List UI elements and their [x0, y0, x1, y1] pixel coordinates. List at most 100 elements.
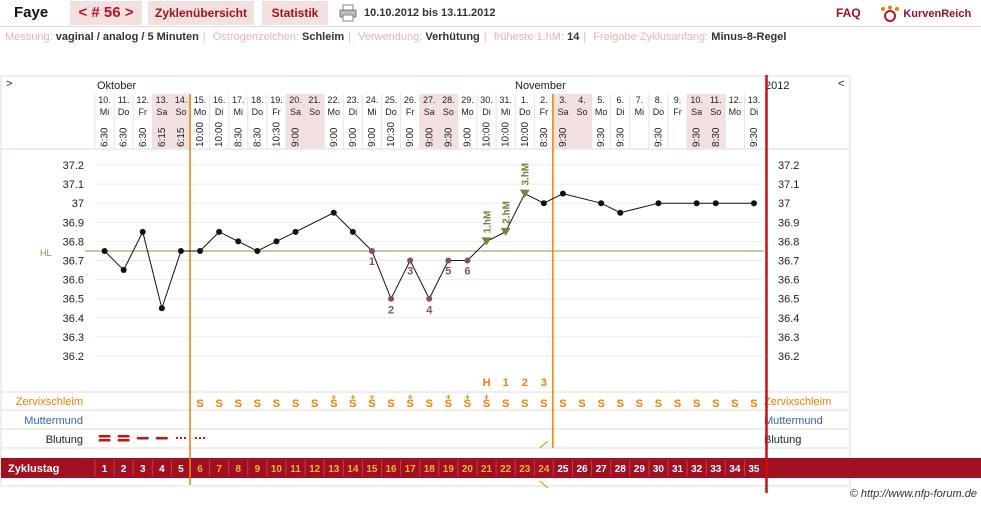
schleim-mark: S — [406, 398, 413, 410]
temp-point — [540, 200, 547, 207]
weekday: So — [577, 107, 588, 117]
schleim-plus — [484, 395, 489, 399]
temp-tick-left: 36.8 — [63, 236, 84, 248]
zyklustag-number: 19 — [443, 464, 455, 475]
cycle-navigation[interactable]: < # 56 > — [70, 1, 142, 25]
brand-name: KurvenReich — [903, 8, 972, 20]
zyklustag-bar — [1, 458, 785, 478]
temp-point — [216, 228, 223, 235]
zyklustag-number: 4 — [159, 464, 165, 475]
temp-tick-left: 36.4 — [63, 313, 84, 325]
day-number: 5. — [597, 95, 605, 105]
tab-zyklenuebersicht[interactable]: Zyklenübersicht — [148, 1, 254, 25]
day-number: 4. — [578, 95, 586, 105]
freigabe-label: Freigabe Zyklusanfang: — [593, 31, 709, 43]
zyklustag-number: 8 — [235, 464, 241, 475]
zyklustag-number: 24 — [538, 464, 550, 475]
zyklustag-number: 32 — [691, 464, 703, 475]
temp-tick-left: 36.9 — [63, 217, 84, 229]
high-temp-label: 2.hM — [502, 201, 513, 224]
row-label-zervixschleim-right: Zervixschleim — [764, 396, 831, 408]
day-number: 14. — [175, 95, 188, 105]
weekday: Fr — [540, 107, 549, 117]
schleim-mark: S — [597, 398, 604, 410]
measure-time: 9:30 — [443, 127, 454, 147]
temp-point — [598, 200, 605, 207]
measure-time: 9:30 — [653, 127, 664, 147]
temp-tick-right: 36.4 — [778, 313, 799, 325]
year-label: 2012 — [765, 80, 789, 92]
temp-tick-right: 36.9 — [778, 217, 799, 229]
temp-point — [445, 257, 452, 264]
day-number: 18. — [251, 95, 264, 105]
schleim-mark: S — [750, 398, 757, 410]
print-icon[interactable] — [339, 1, 359, 25]
weekday: Fr — [673, 107, 682, 117]
weekday: Do — [519, 107, 531, 117]
schleim-mark: S — [464, 398, 471, 410]
day-number: 6. — [616, 95, 624, 105]
scroll-right-arrow[interactable]: < — [838, 78, 844, 90]
temp-point — [426, 295, 433, 302]
weekday: So — [309, 107, 320, 117]
weekday: Di — [349, 107, 358, 117]
brand-logo[interactable]: KurvenReich — [880, 1, 980, 25]
weekday: Mo — [327, 107, 340, 117]
weekday: Do — [118, 107, 130, 117]
verwendung-label: Verwendung: — [358, 31, 423, 43]
high-temp-label: 1.hM — [483, 211, 494, 234]
weekday: Sa — [156, 107, 167, 117]
weekday: Di — [482, 107, 491, 117]
zyklustag-number: 17 — [405, 464, 417, 475]
weekday: Sa — [691, 107, 702, 117]
zyklustag-number: 27 — [596, 464, 608, 475]
scroll-left-arrow[interactable]: > — [6, 78, 12, 90]
zyklustag-number: 28 — [615, 464, 627, 475]
day-number: 19. — [270, 95, 283, 105]
temp-point — [235, 238, 242, 245]
measure-time: 10:00 — [214, 122, 225, 147]
peak-label: 3 — [541, 377, 547, 389]
schleim-mark: S — [311, 398, 318, 410]
day-number: 27. — [423, 95, 436, 105]
day-number: 21. — [308, 95, 321, 105]
date-range: 10.10.2012 bis 13.11.2012 — [364, 7, 496, 19]
temp-tick-right: 36.2 — [778, 351, 799, 363]
zyklustag-number: 33 — [710, 464, 722, 475]
tab-statistik[interactable]: Statistik — [262, 1, 328, 25]
month-oktober: Oktober — [97, 80, 136, 92]
weekend-column — [286, 94, 306, 149]
faq-link[interactable]: FAQ — [836, 6, 861, 20]
schleim-mark: S — [559, 398, 566, 410]
schleim-mark: S — [655, 398, 662, 410]
verwendung-value: Verhütung — [425, 31, 480, 43]
weekday: So — [710, 107, 721, 117]
measure-time: 8:30 — [252, 127, 263, 147]
weekend-column — [152, 94, 172, 149]
hm-value: 14 — [567, 31, 580, 43]
oestrogen-value: Schleim — [302, 31, 345, 43]
row-label-blutung-left: Blutung — [46, 434, 83, 446]
schleim-mark: S — [483, 398, 490, 410]
schleim-mark: S — [426, 398, 433, 410]
day-number: 31. — [499, 95, 512, 105]
day-number: 10. — [98, 95, 111, 105]
schleim-mark: S — [521, 398, 528, 410]
cycle-info-bar: Messung: vaginal / analog / 5 Minuten | Ö… — [5, 31, 787, 43]
schleim-plus — [408, 395, 413, 399]
day-number: 15. — [194, 95, 207, 105]
schleim-mark: S — [368, 398, 375, 410]
temp-tick-left: 37.1 — [63, 179, 84, 191]
temp-tick-left: 36.3 — [63, 332, 84, 344]
freigabe-value: Minus-8-Regel — [711, 31, 787, 43]
schleim-plus — [369, 395, 374, 399]
spotting-mark — [175, 437, 178, 439]
schleim-plus — [465, 395, 470, 399]
measure-time: 6:15 — [176, 127, 187, 147]
zyklustag-number: 25 — [557, 464, 569, 475]
zyklustag-number: 23 — [519, 464, 531, 475]
weekday: Do — [252, 107, 264, 117]
zyklustag-number: 15 — [366, 464, 378, 475]
schleim-mark: S — [540, 398, 547, 410]
measure-time: 9:30 — [558, 127, 569, 147]
